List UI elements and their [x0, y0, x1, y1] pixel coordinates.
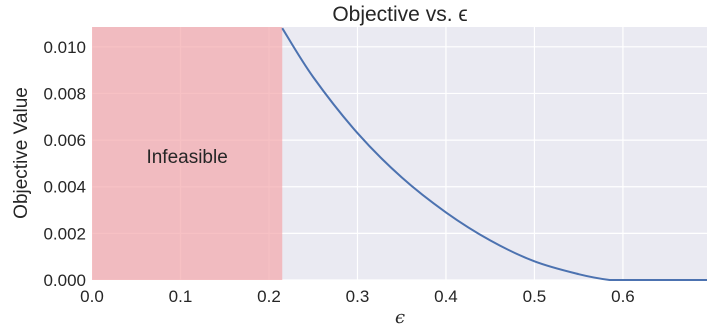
y-tick-label: 0.008 — [43, 84, 86, 103]
x-tick-label: 0.0 — [80, 287, 104, 306]
y-tick-label: 0.010 — [43, 38, 86, 57]
x-tick-label: 0.5 — [523, 287, 547, 306]
infeasible-region — [92, 27, 283, 280]
x-axis-label: ϵ — [395, 307, 405, 328]
x-tick-labels: 0.0 0.1 0.2 0.3 0.4 0.5 0.6 — [80, 287, 635, 306]
y-tick-labels: 0.000 0.002 0.004 0.006 0.008 0.010 — [43, 38, 86, 290]
x-tick-label: 0.2 — [257, 287, 281, 306]
infeasible-label: Infeasible — [146, 147, 227, 168]
x-tick-label: 0.3 — [346, 287, 370, 306]
x-tick-label: 0.1 — [169, 287, 193, 306]
y-tick-label: 0.000 — [43, 271, 86, 290]
objective-line — [281, 27, 707, 281]
x-tick-label: 0.6 — [611, 287, 635, 306]
y-axis-label: Objective Value — [11, 87, 32, 219]
chart-title: Objective vs. ϵ — [332, 3, 467, 26]
y-tick-label: 0.004 — [43, 178, 86, 197]
y-tick-label: 0.002 — [43, 224, 86, 243]
x-tick-label: 0.4 — [434, 287, 458, 306]
y-tick-label: 0.006 — [43, 131, 86, 150]
